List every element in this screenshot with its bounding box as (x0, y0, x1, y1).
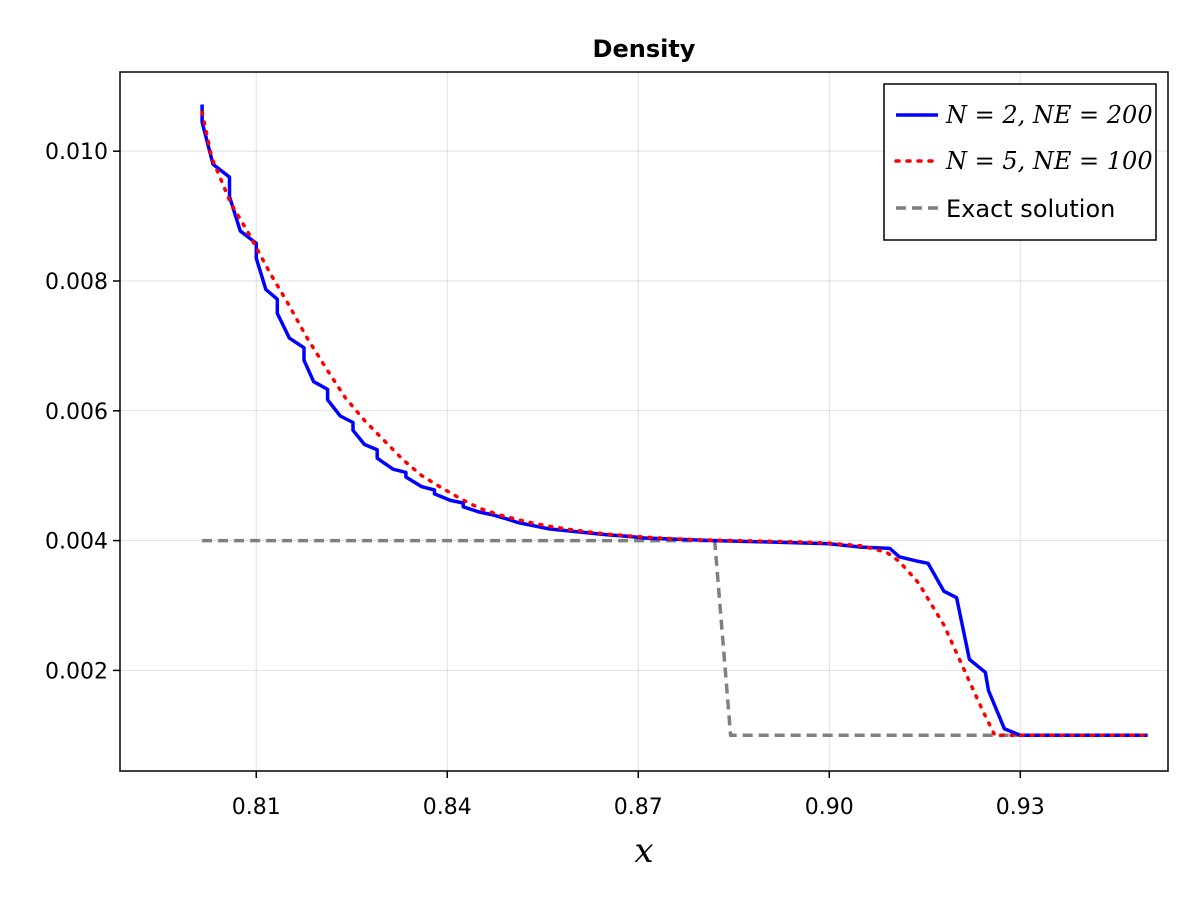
chart-title: Density (593, 35, 696, 63)
series-group (200, 104, 1150, 738)
series-line-3 (202, 538, 1148, 738)
x-tick-label: 0.93 (996, 795, 1045, 820)
legend-label-series-2: N = 5, NE = 100 (945, 147, 1153, 175)
x-axis: 0.81 0.84 0.87 0.90 0.93 (232, 771, 1045, 820)
x-axis-label: x (634, 831, 653, 871)
y-tick-label: 0.008 (45, 270, 108, 295)
y-tick-label: 0.004 (45, 530, 108, 555)
y-tick-label: 0.002 (45, 659, 108, 684)
series-line-2 (200, 110, 1150, 738)
series-line-1 (200, 104, 1148, 738)
x-tick-label: 0.81 (232, 795, 281, 820)
x-tick-label: 0.87 (614, 795, 663, 820)
legend-label-series-1: N = 2, NE = 200 (945, 101, 1153, 129)
legend: N = 2, NE = 200 N = 5, NE = 100 Exact so… (883, 83, 1157, 241)
plot-frame (119, 71, 1169, 772)
y-axis: 0.002 0.004 0.006 0.008 0.010 (45, 140, 120, 684)
x-tick-label: 0.84 (423, 795, 472, 820)
legend-label-series-3: Exact solution (946, 195, 1115, 223)
x-tick-label: 0.90 (805, 795, 854, 820)
y-tick-label: 0.006 (45, 400, 108, 425)
y-tick-label: 0.010 (45, 140, 108, 165)
